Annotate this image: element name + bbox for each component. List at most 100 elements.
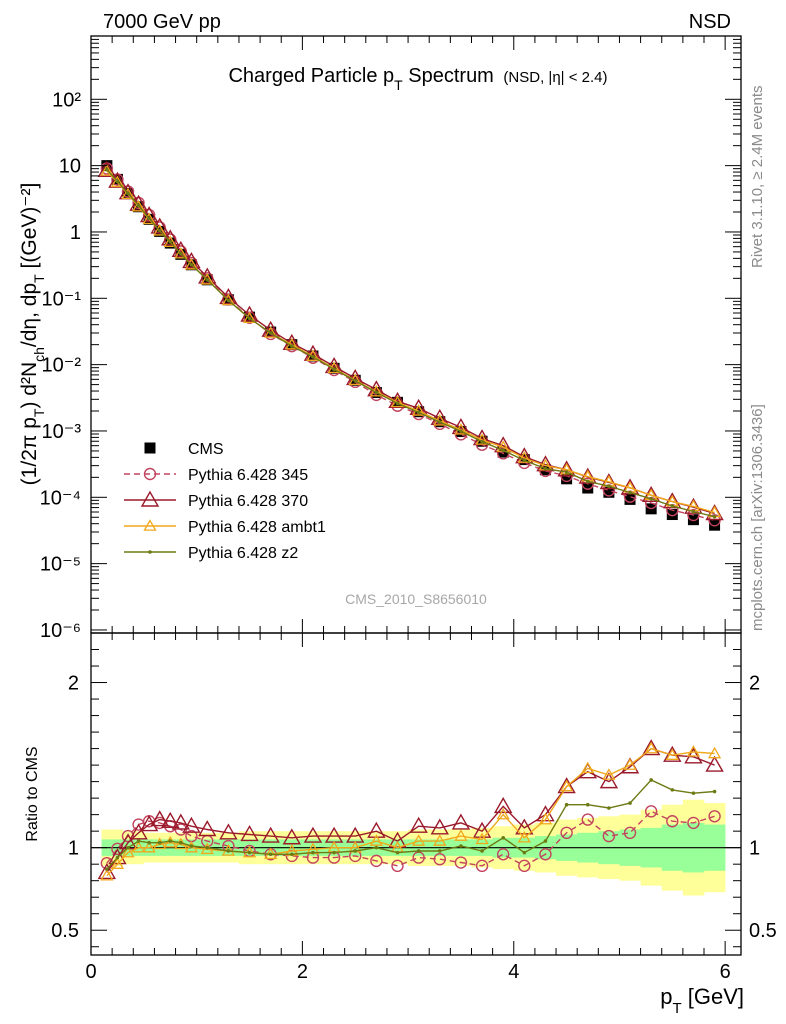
rivet-label: Rivet 3.1.10, ≥ 2.4M events (749, 86, 766, 269)
legend-label: Pythia 6.428 z2 (188, 545, 298, 562)
main-series-point (459, 429, 463, 434)
cms-data-point (603, 486, 615, 498)
y-label-sub: T (31, 408, 47, 417)
ratio-series-point (475, 859, 489, 873)
ratio-series-point (433, 834, 447, 846)
legend-marker (143, 467, 157, 481)
ratio-series-point (100, 868, 114, 881)
legend-marker (144, 442, 156, 454)
ratio-series-point (585, 802, 590, 807)
main-series-point (517, 451, 531, 463)
ratio-series-point (602, 768, 616, 780)
ratio-series-line (106, 779, 715, 870)
legend-marker (148, 550, 152, 554)
ratio-series-point (454, 856, 468, 869)
ratio-series-point (522, 850, 527, 855)
ratio-series-point (136, 839, 141, 843)
main-series-point (522, 458, 527, 463)
ratio-series-point (247, 850, 252, 855)
main-series-point (261, 320, 280, 337)
ratio-series-point (641, 739, 661, 756)
ratio-series-point (219, 823, 238, 840)
main-series-point (649, 496, 653, 501)
side-labels: Rivet 3.1.10, ≥ 2.4M events mcplots.cern… (749, 86, 766, 632)
ratio-series-point (437, 849, 442, 853)
ratio-series-point (539, 848, 552, 861)
main-series-point (416, 410, 421, 415)
main-series-point (108, 171, 127, 188)
main-y-tick-label: 1 (70, 222, 81, 244)
ratio-series-point (581, 813, 594, 826)
ratio-series-point (131, 840, 146, 853)
ratio-series-point (666, 815, 679, 828)
main-series-point (437, 420, 442, 424)
main-series-point (174, 246, 188, 259)
ratio-series-point (153, 837, 167, 850)
main-series-point (687, 508, 700, 522)
ratio-series-point (623, 826, 637, 840)
ratio-series-point (665, 748, 679, 760)
ratio-series-point (367, 821, 386, 838)
ratio-series-point (687, 816, 700, 830)
main-series-point (501, 448, 505, 453)
ratio-axes: 0.5 0.5 1 1 2 2 0 2 4 6 (51, 633, 777, 983)
main-series-point (607, 484, 611, 488)
main-series-point (147, 216, 151, 221)
ratio-series-point (129, 823, 148, 840)
ratio-y-tick-label-right: 1 (749, 838, 760, 860)
ratio-series-point (290, 852, 294, 857)
cms-data-point (666, 509, 678, 521)
ratio-series-point (409, 816, 428, 833)
legend-label: Pythia 6.428 345 (188, 467, 308, 484)
ratio-series-point (370, 854, 383, 868)
main-series-point (168, 240, 173, 244)
main-series-point (97, 160, 117, 178)
ratio-series-line (106, 747, 715, 877)
ratio-series-point (670, 788, 675, 792)
main-series-point (110, 175, 125, 188)
main-series-point (412, 404, 426, 416)
x-tick-label: 2 (297, 961, 308, 983)
main-series-point (200, 272, 214, 285)
ratio-series-point (475, 832, 489, 845)
ratio-series-point (581, 761, 595, 774)
main-series-point (153, 224, 167, 236)
main-series-point (264, 326, 278, 338)
ratio-series-point (707, 746, 722, 759)
main-series-point (226, 298, 231, 303)
main-series-point (129, 194, 148, 211)
x-tick-label: 6 (720, 961, 731, 983)
x-tick-label: 0 (85, 961, 96, 983)
main-series-point (332, 367, 336, 372)
ratio-frame (90, 632, 742, 956)
ratio-series-point (142, 840, 156, 853)
ratio-y-tick-label-right: 0.5 (749, 920, 777, 942)
main-series-point (221, 293, 236, 306)
main-series-line (106, 168, 715, 521)
main-y-label: (1/2π pT) d²Nch/dη, dpT [(GeV)⁻²] (18, 183, 47, 486)
ratio-y-tick-label: 2 (68, 673, 79, 695)
main-series-point (311, 355, 315, 359)
main-y-tick-label: 10⁻⁴ (40, 487, 81, 509)
ratio-series-point (557, 777, 576, 794)
ratio-series-point (433, 853, 446, 866)
main-series-point (121, 187, 135, 200)
ratio-series-point (311, 850, 315, 855)
ratio-series-point (369, 834, 383, 846)
ratio-series-point (496, 848, 510, 861)
main-series-point (131, 199, 146, 212)
header-left: 7000 GeV pp (103, 11, 221, 33)
y-label-part: ) d²N (18, 362, 41, 409)
main-series-point (585, 479, 590, 484)
watermark: CMS_2010_S8656010 (345, 591, 487, 607)
main-series-point (189, 262, 194, 267)
ratio-series-point (649, 778, 653, 782)
ratio-series-point (480, 849, 484, 853)
main-series-point (564, 470, 569, 474)
y-label-part: (1/2π p (18, 417, 41, 485)
ratio-y-tick-label: 0.5 (51, 920, 79, 942)
ratio-series-point (560, 826, 573, 840)
ratio-plot-area (91, 739, 741, 896)
main-series-point (480, 439, 484, 444)
main-series-point (581, 477, 594, 490)
